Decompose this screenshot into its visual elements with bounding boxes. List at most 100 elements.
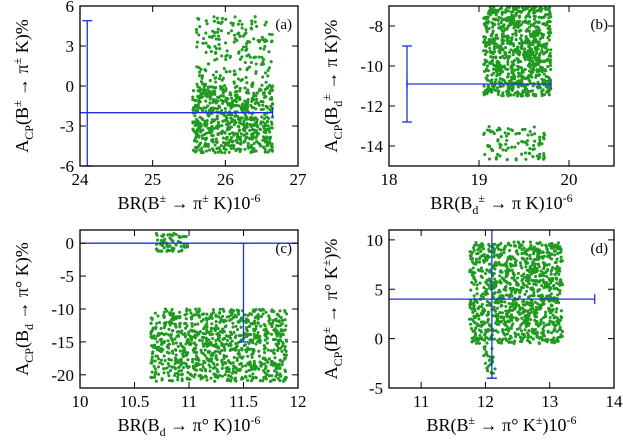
data-point — [517, 41, 521, 45]
data-point — [158, 249, 163, 253]
data-point — [224, 122, 229, 126]
data-point — [197, 33, 201, 37]
data-point — [204, 106, 208, 110]
data-point — [202, 327, 206, 331]
data-point — [546, 329, 550, 333]
data-point — [553, 253, 557, 257]
data-point — [160, 362, 165, 366]
data-point — [173, 348, 178, 352]
data-point — [524, 157, 528, 161]
data-point — [509, 48, 513, 52]
data-point — [197, 17, 201, 21]
data-point — [183, 332, 187, 336]
data-point — [254, 324, 258, 328]
ylabel-arrow: → π° K — [321, 266, 341, 327]
data-point — [254, 107, 258, 111]
data-point — [224, 89, 228, 93]
data-point — [490, 7, 495, 11]
data-point — [203, 332, 208, 336]
data-point — [541, 331, 545, 335]
data-point — [231, 367, 235, 371]
data-point — [483, 290, 487, 294]
data-point — [488, 49, 492, 53]
data-point — [168, 233, 172, 237]
data-point — [552, 336, 556, 340]
data-point — [211, 89, 215, 93]
x-tick-label: 12 — [477, 392, 494, 411]
data-point — [237, 147, 241, 151]
data-point — [273, 337, 277, 341]
data-point — [533, 318, 537, 322]
data-point — [262, 308, 266, 312]
data-point — [197, 74, 202, 78]
data-point — [225, 100, 229, 105]
data-point — [280, 363, 284, 367]
data-point — [495, 280, 499, 284]
data-point — [494, 8, 498, 12]
data-point — [210, 130, 214, 134]
data-point — [161, 234, 165, 238]
data-point — [537, 242, 541, 246]
data-point — [537, 336, 541, 340]
data-point — [499, 299, 503, 303]
data-point — [192, 349, 196, 353]
y-tick-label: -10 — [360, 57, 383, 76]
data-point — [150, 370, 154, 374]
data-point — [475, 283, 479, 287]
data-point — [531, 337, 535, 341]
data-point — [469, 288, 473, 292]
data-point — [492, 337, 496, 341]
data-point — [544, 281, 548, 285]
data-point — [240, 26, 244, 30]
data-point — [542, 334, 547, 338]
xlabel-main: BR(B — [118, 415, 160, 436]
data-point — [194, 105, 198, 109]
data-point — [487, 20, 491, 24]
data-point — [496, 339, 500, 343]
x-tick-label: 10 — [72, 392, 89, 411]
data-point — [542, 157, 546, 161]
data-point — [518, 14, 522, 18]
data-point — [473, 331, 477, 335]
data-point — [271, 321, 275, 325]
data-point — [204, 138, 208, 142]
data-point — [263, 351, 267, 355]
data-point — [516, 141, 520, 145]
data-point — [260, 35, 264, 39]
data-point — [156, 331, 161, 335]
data-point — [266, 360, 270, 364]
data-point — [273, 356, 277, 360]
data-point — [544, 310, 548, 314]
data-point — [468, 254, 472, 258]
data-point — [175, 330, 179, 334]
data-point — [488, 355, 492, 359]
data-point — [228, 132, 232, 136]
data-point — [538, 152, 542, 156]
data-point — [497, 80, 501, 84]
data-point — [469, 302, 473, 307]
data-point — [188, 372, 192, 376]
data-point — [470, 340, 474, 344]
data-point — [530, 133, 534, 137]
data-point — [519, 329, 524, 333]
data-point — [557, 272, 561, 276]
data-point — [237, 352, 241, 356]
data-point — [201, 331, 205, 335]
data-point — [518, 295, 522, 299]
data-point — [208, 350, 212, 354]
y-tick-label: 5 — [375, 280, 384, 299]
data-point — [484, 17, 488, 21]
data-point — [272, 348, 276, 352]
data-point — [542, 324, 546, 328]
data-point — [216, 30, 220, 34]
data-point — [495, 243, 499, 248]
scatter-points — [467, 240, 565, 375]
data-point — [250, 83, 254, 87]
data-point — [520, 69, 525, 74]
data-point — [212, 34, 216, 38]
data-point — [513, 261, 518, 265]
xlabel-sup3: -6 — [250, 191, 260, 205]
data-point — [212, 19, 216, 23]
data-point — [233, 346, 237, 350]
data-point — [491, 25, 495, 29]
